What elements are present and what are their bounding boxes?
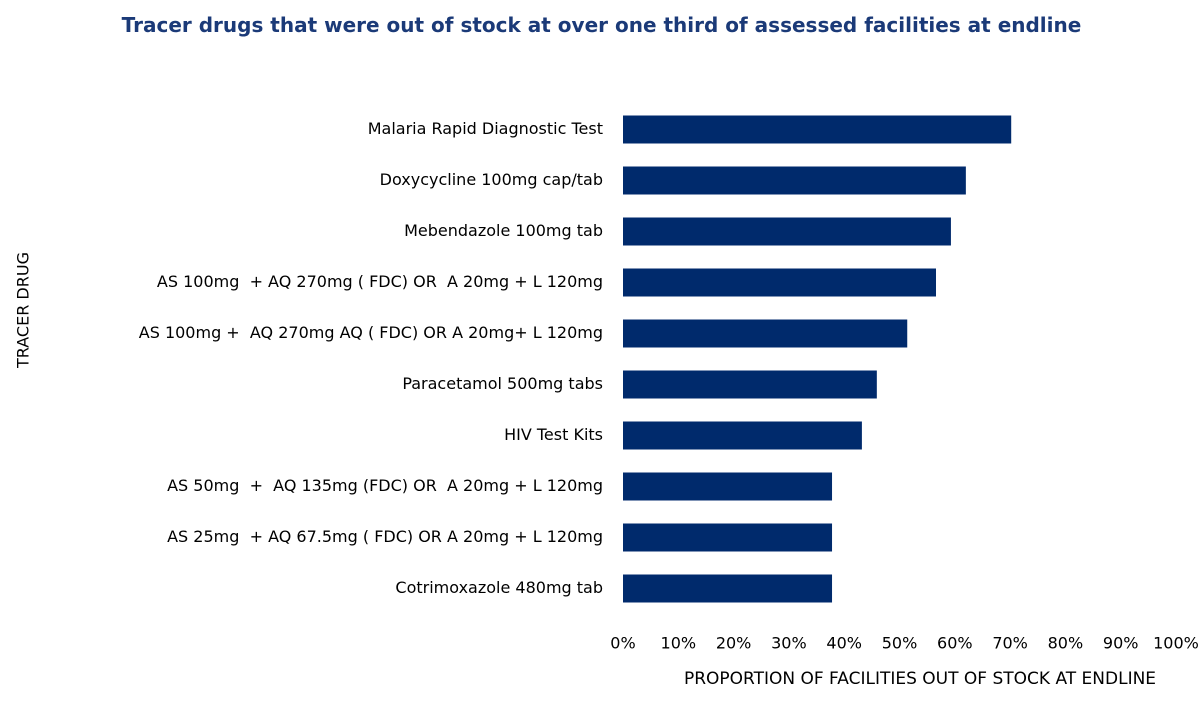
bar bbox=[623, 115, 1012, 144]
bar bbox=[623, 166, 966, 195]
x-tick-label: 80% bbox=[1048, 634, 1084, 653]
bar bbox=[623, 472, 833, 501]
y-tick-label: AS 100mg + AQ 270mg ( FDC) OR A 20mg + L… bbox=[157, 272, 603, 291]
chart-title: Tracer drugs that were out of stock at o… bbox=[121, 13, 1082, 37]
bar bbox=[623, 421, 862, 450]
x-tick-label: 20% bbox=[716, 634, 752, 653]
x-tick-label: 60% bbox=[937, 634, 973, 653]
bar bbox=[623, 268, 936, 297]
bar bbox=[623, 217, 951, 246]
x-axis-label: PROPORTION OF FACILITIES OUT OF STOCK AT… bbox=[683, 669, 1157, 689]
y-tick-label: Doxycycline 100mg cap/tab bbox=[380, 170, 603, 189]
y-axis-label: TRACER DRUG bbox=[14, 252, 33, 369]
y-tick-label: AS 50mg + AQ 135mg (FDC) OR A 20mg + L 1… bbox=[167, 476, 603, 495]
x-tick-label: 40% bbox=[826, 634, 862, 653]
bar bbox=[623, 319, 908, 348]
x-tick-label: 10% bbox=[661, 634, 697, 653]
bar bbox=[623, 574, 833, 603]
bar bbox=[623, 523, 833, 552]
bar bbox=[623, 370, 877, 399]
y-tick-label: Malaria Rapid Diagnostic Test bbox=[368, 119, 603, 138]
x-tick-label: 30% bbox=[771, 634, 807, 653]
x-tick-label: 70% bbox=[992, 634, 1028, 653]
y-tick-label: Cotrimoxazole 480mg tab bbox=[395, 578, 603, 597]
y-tick-label: Mebendazole 100mg tab bbox=[404, 221, 603, 240]
y-tick-label: AS 25mg + AQ 67.5mg ( FDC) OR A 20mg + L… bbox=[167, 527, 603, 546]
y-tick-label: Paracetamol 500mg tabs bbox=[402, 374, 603, 393]
x-tick-label: 50% bbox=[882, 634, 918, 653]
y-tick-label: AS 100mg + AQ 270mg AQ ( FDC) OR A 20mg+… bbox=[139, 323, 603, 342]
y-tick-label: HIV Test Kits bbox=[504, 425, 603, 444]
x-tick-label: 0% bbox=[610, 634, 635, 653]
x-tick-label: 100% bbox=[1153, 634, 1199, 653]
x-tick-label: 90% bbox=[1103, 634, 1139, 653]
